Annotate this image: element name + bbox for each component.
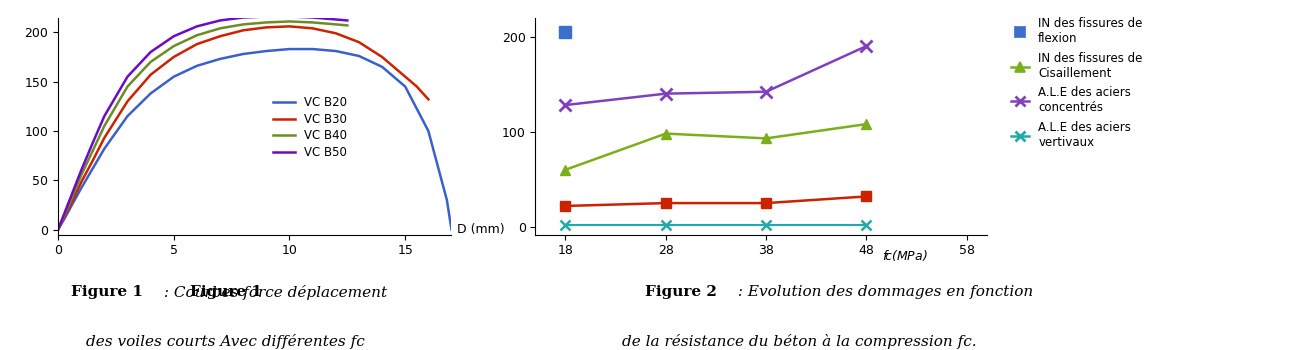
Text: des voiles courts Avec différentes fc: des voiles courts Avec différentes fc [86,334,365,349]
Line: VC B50: VC B50 [58,16,347,230]
VC B20 [351,54,366,58]
VC B30 [397,75,413,79]
VC B30 [351,40,366,44]
VC B20 [120,114,135,118]
Text: Figure 1: Figure 1 [71,285,143,299]
VC B20 [74,186,89,190]
VC B20 [444,228,459,232]
VC B40 [64,196,80,200]
VC B50 [64,192,80,196]
VC B40 [339,23,355,28]
VC B30 [50,228,66,232]
Text: de la résistance du béton à la compression fc.: de la résistance du béton à la compressi… [623,334,977,349]
VC B20 [258,49,273,53]
VC B20 [97,147,112,151]
VC B20 [143,91,159,96]
Text: D (mm): D (mm) [457,223,504,236]
VC B20 [50,228,66,232]
VC B30 [120,99,135,104]
VC B30 [143,72,159,77]
VC B30 [213,34,228,38]
VC B50 [339,18,355,22]
VC B30 [97,136,112,140]
VC B50 [190,24,205,28]
VC B50 [85,141,101,145]
VC B40 [281,19,297,23]
VC B50 [236,15,252,20]
VC B30 [85,159,101,163]
VC B40 [57,212,72,216]
VC B30 [236,28,252,33]
VC B40 [74,173,89,177]
Line: VC B30: VC B30 [58,26,428,230]
VC B40 [97,124,112,128]
VC B20 [64,203,80,207]
VC B20 [85,166,101,170]
VC B20 [57,216,72,220]
VC B40 [166,44,182,48]
VC B20 [190,64,205,68]
VC B50 [281,14,297,19]
VC B30 [304,26,320,30]
VC B40 [258,20,273,24]
VC B20 [281,47,297,51]
VC B20 [304,47,320,51]
VC B50 [143,50,159,54]
VC B50 [258,14,273,19]
VC B20 [397,84,413,89]
VC B40 [85,148,101,153]
VC B40 [120,84,135,89]
VC B30 [190,42,205,46]
VC B20 [213,57,228,61]
VC B40 [236,22,252,27]
VC B30 [374,55,390,59]
Legend: IN des fissures de
flexion, IN des fissures de
Cisaillement, A.L.E des aciers
co: IN des fissures de flexion, IN des fissu… [1006,13,1147,154]
VC B20 [421,129,436,133]
VC B30 [328,31,343,35]
VC B20 [328,49,343,53]
Text: : Evolution des dommages en fonction: : Evolution des dommages en fonction [733,285,1033,299]
VC B30 [409,84,424,89]
VC B40 [304,20,320,24]
VC B30 [64,200,80,204]
VC B30 [258,25,273,29]
VC B40 [213,26,228,30]
VC B40 [143,60,159,64]
Text: $f\!c$(MPa): $f\!c$(MPa) [881,248,928,263]
Legend: VC B20, VC B30, VC B40, VC B50: VC B20, VC B30, VC B40, VC B50 [268,91,352,163]
VC B20 [439,198,454,202]
VC B50 [304,15,320,20]
Text: Figure 2: Figure 2 [645,285,717,299]
VC B50 [328,18,343,22]
Line: VC B40: VC B40 [58,21,347,230]
VC B50 [120,75,135,79]
VC B30 [281,24,297,28]
VC B50 [97,114,112,118]
VC B30 [166,55,182,59]
Text: Figure 1 : Courbes force déplacement: Figure 1 : Courbes force déplacement [79,285,373,300]
VC B40 [50,228,66,232]
VC B20 [374,65,390,69]
VC B30 [421,97,436,102]
VC B50 [50,228,66,232]
VC B20 [236,52,252,56]
VC B20 [166,75,182,79]
VC B50 [166,34,182,38]
VC B30 [57,214,72,218]
VC B50 [57,210,72,214]
VC B50 [213,18,228,22]
Line: VC B20: VC B20 [58,49,452,230]
Text: Figure 1: Figure 1 [190,285,262,299]
VC B50 [74,168,89,173]
VC B40 [190,33,205,37]
VC B40 [328,22,343,27]
Text: : Courbes force déplacement: : Courbes force déplacement [159,285,387,300]
VC B30 [74,180,89,184]
